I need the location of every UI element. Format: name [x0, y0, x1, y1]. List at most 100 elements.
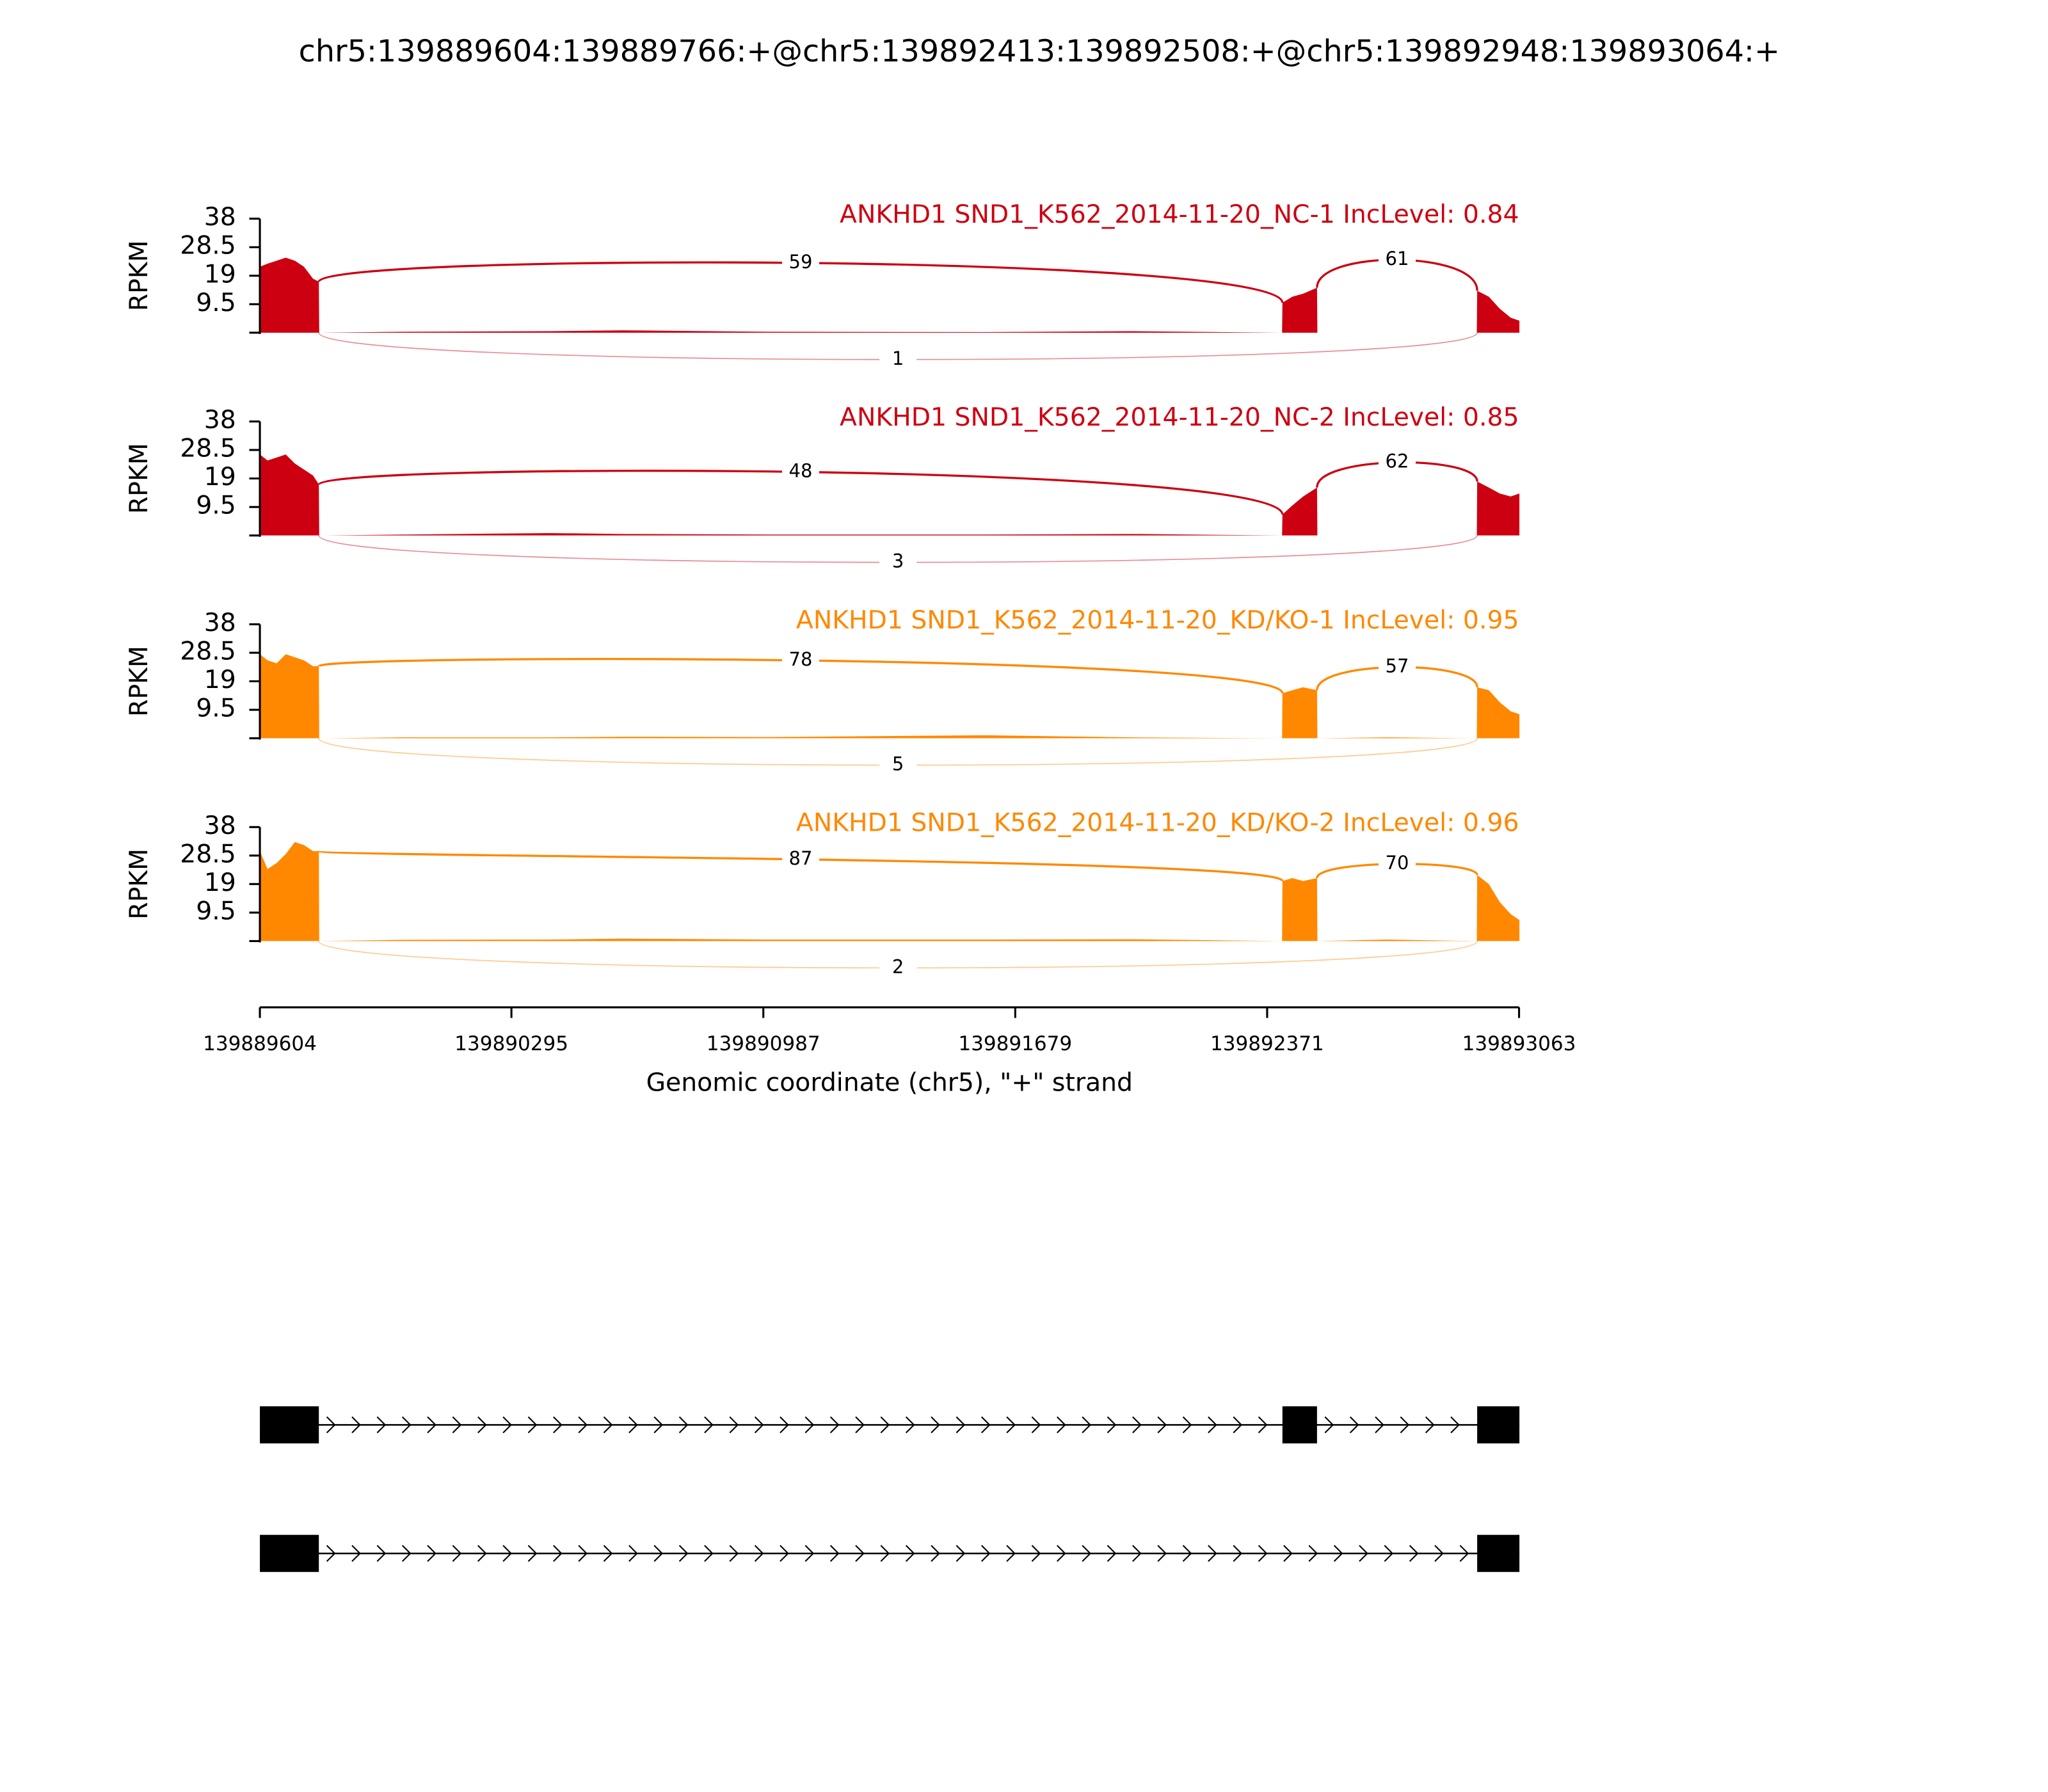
strand-chevron — [704, 1416, 714, 1434]
y-tick-label: 38 — [204, 608, 236, 637]
y-tick-label: 19 — [204, 259, 236, 289]
strand-chevron — [1450, 1416, 1460, 1434]
strand-chevron — [578, 1416, 588, 1434]
junction-count: 59 — [789, 251, 813, 273]
strand-chevron — [980, 1545, 991, 1562]
y-axis-label: RPKM — [124, 849, 154, 920]
strand-chevron — [1434, 1545, 1444, 1562]
strand-chevron — [780, 1545, 789, 1562]
junction-label-bg — [782, 252, 820, 274]
y-tick-label: 19 — [204, 868, 236, 897]
x-tick-label: 139889604 — [203, 1032, 317, 1055]
strand-chevron — [1031, 1545, 1041, 1562]
y-tick-label: 38 — [204, 811, 236, 840]
strand-chevron — [427, 1545, 436, 1562]
junction-label-bg — [1378, 853, 1416, 875]
junction-count: 2 — [892, 956, 904, 977]
strand-chevron — [780, 1416, 789, 1434]
strand-chevron — [653, 1416, 664, 1434]
strand-chevron — [628, 1416, 638, 1434]
strand-chevron — [880, 1416, 890, 1434]
strand-chevron — [729, 1416, 739, 1434]
x-tick-label: 139890987 — [707, 1032, 820, 1055]
junction-label-bg — [782, 650, 820, 671]
strand-chevron — [1057, 1416, 1066, 1434]
strand-chevron — [729, 1545, 739, 1562]
strand-chevron — [1208, 1545, 1217, 1562]
strand-chevron — [1283, 1545, 1293, 1562]
strand-chevron — [956, 1545, 966, 1562]
strand-chevron — [553, 1416, 563, 1434]
strand-chevron — [1107, 1545, 1117, 1562]
strand-chevron — [351, 1545, 361, 1562]
strand-chevron — [1258, 1416, 1268, 1434]
exon — [260, 1406, 319, 1444]
strand-chevron — [1132, 1545, 1142, 1562]
junction-label-bg — [879, 349, 917, 371]
strand-chevron — [1384, 1545, 1394, 1562]
y-tick-label: 38 — [204, 202, 236, 232]
chart-title: chr5:139889604:139889766:+@chr5:13989241… — [299, 34, 1780, 69]
strand-chevron — [1157, 1545, 1167, 1562]
strand-chevron — [1400, 1416, 1410, 1434]
y-axis-label: RPKM — [124, 240, 154, 311]
strand-chevron — [376, 1416, 387, 1434]
strand-chevron — [1324, 1416, 1334, 1434]
y-tick-label: 9.5 — [196, 288, 236, 317]
strand-chevron — [1359, 1545, 1368, 1562]
strand-chevron — [452, 1416, 462, 1434]
strand-chevron — [931, 1545, 940, 1562]
exon — [1282, 1406, 1317, 1444]
junction-count: 1 — [892, 348, 904, 369]
y-tick-label: 28.5 — [180, 231, 236, 260]
junction-count: 5 — [892, 753, 904, 774]
junction-label-bg — [1378, 249, 1416, 271]
strand-chevron — [401, 1416, 412, 1434]
junction-label-bg — [879, 754, 917, 776]
strand-chevron — [905, 1545, 915, 1562]
strand-chevron — [931, 1416, 940, 1434]
exon — [260, 1535, 319, 1572]
strand-chevron — [1157, 1416, 1167, 1434]
coverage-area — [260, 654, 1520, 739]
junction-label-bg — [1378, 452, 1416, 474]
junction-label-bg — [1378, 656, 1416, 678]
strand-chevron — [1031, 1416, 1041, 1434]
strand-chevron — [1233, 1545, 1243, 1562]
strand-chevron — [1182, 1545, 1192, 1562]
strand-chevron — [1208, 1416, 1217, 1434]
x-tick-label: 139892371 — [1210, 1032, 1324, 1055]
strand-chevron — [678, 1416, 689, 1434]
strand-chevron — [905, 1416, 915, 1434]
junction-count: 61 — [1386, 248, 1409, 269]
strand-chevron — [1375, 1416, 1384, 1434]
junction-count: 78 — [789, 648, 813, 670]
junction-count: 62 — [1386, 451, 1409, 472]
x-tick-label: 139893063 — [1462, 1032, 1576, 1055]
y-tick-label: 9.5 — [196, 896, 236, 925]
strand-chevron — [477, 1416, 487, 1434]
strand-chevron — [1132, 1416, 1142, 1434]
strand-chevron — [401, 1545, 412, 1562]
strand-chevron — [653, 1545, 664, 1562]
y-tick-label: 19 — [204, 665, 236, 694]
strand-chevron — [1057, 1545, 1066, 1562]
strand-chevron — [326, 1416, 336, 1434]
strand-chevron — [502, 1545, 512, 1562]
y-tick-label: 28.5 — [180, 839, 236, 868]
y-axis-label: RPKM — [124, 646, 154, 717]
x-tick-label: 139891679 — [958, 1032, 1072, 1055]
strand-chevron — [502, 1416, 512, 1434]
strand-chevron — [1308, 1545, 1318, 1562]
track-label: ANKHD1 SND1_K562_2014-11-20_KD/KO-2 IncL… — [796, 808, 1519, 838]
junction-label-bg — [879, 552, 917, 573]
junction-count: 3 — [892, 550, 904, 572]
strand-chevron — [1258, 1545, 1268, 1562]
exon — [1477, 1406, 1520, 1444]
strand-chevron — [1333, 1545, 1343, 1562]
strand-chevron — [578, 1545, 588, 1562]
junction-label-bg — [782, 461, 820, 483]
strand-chevron — [326, 1545, 336, 1562]
strand-chevron — [855, 1545, 865, 1562]
